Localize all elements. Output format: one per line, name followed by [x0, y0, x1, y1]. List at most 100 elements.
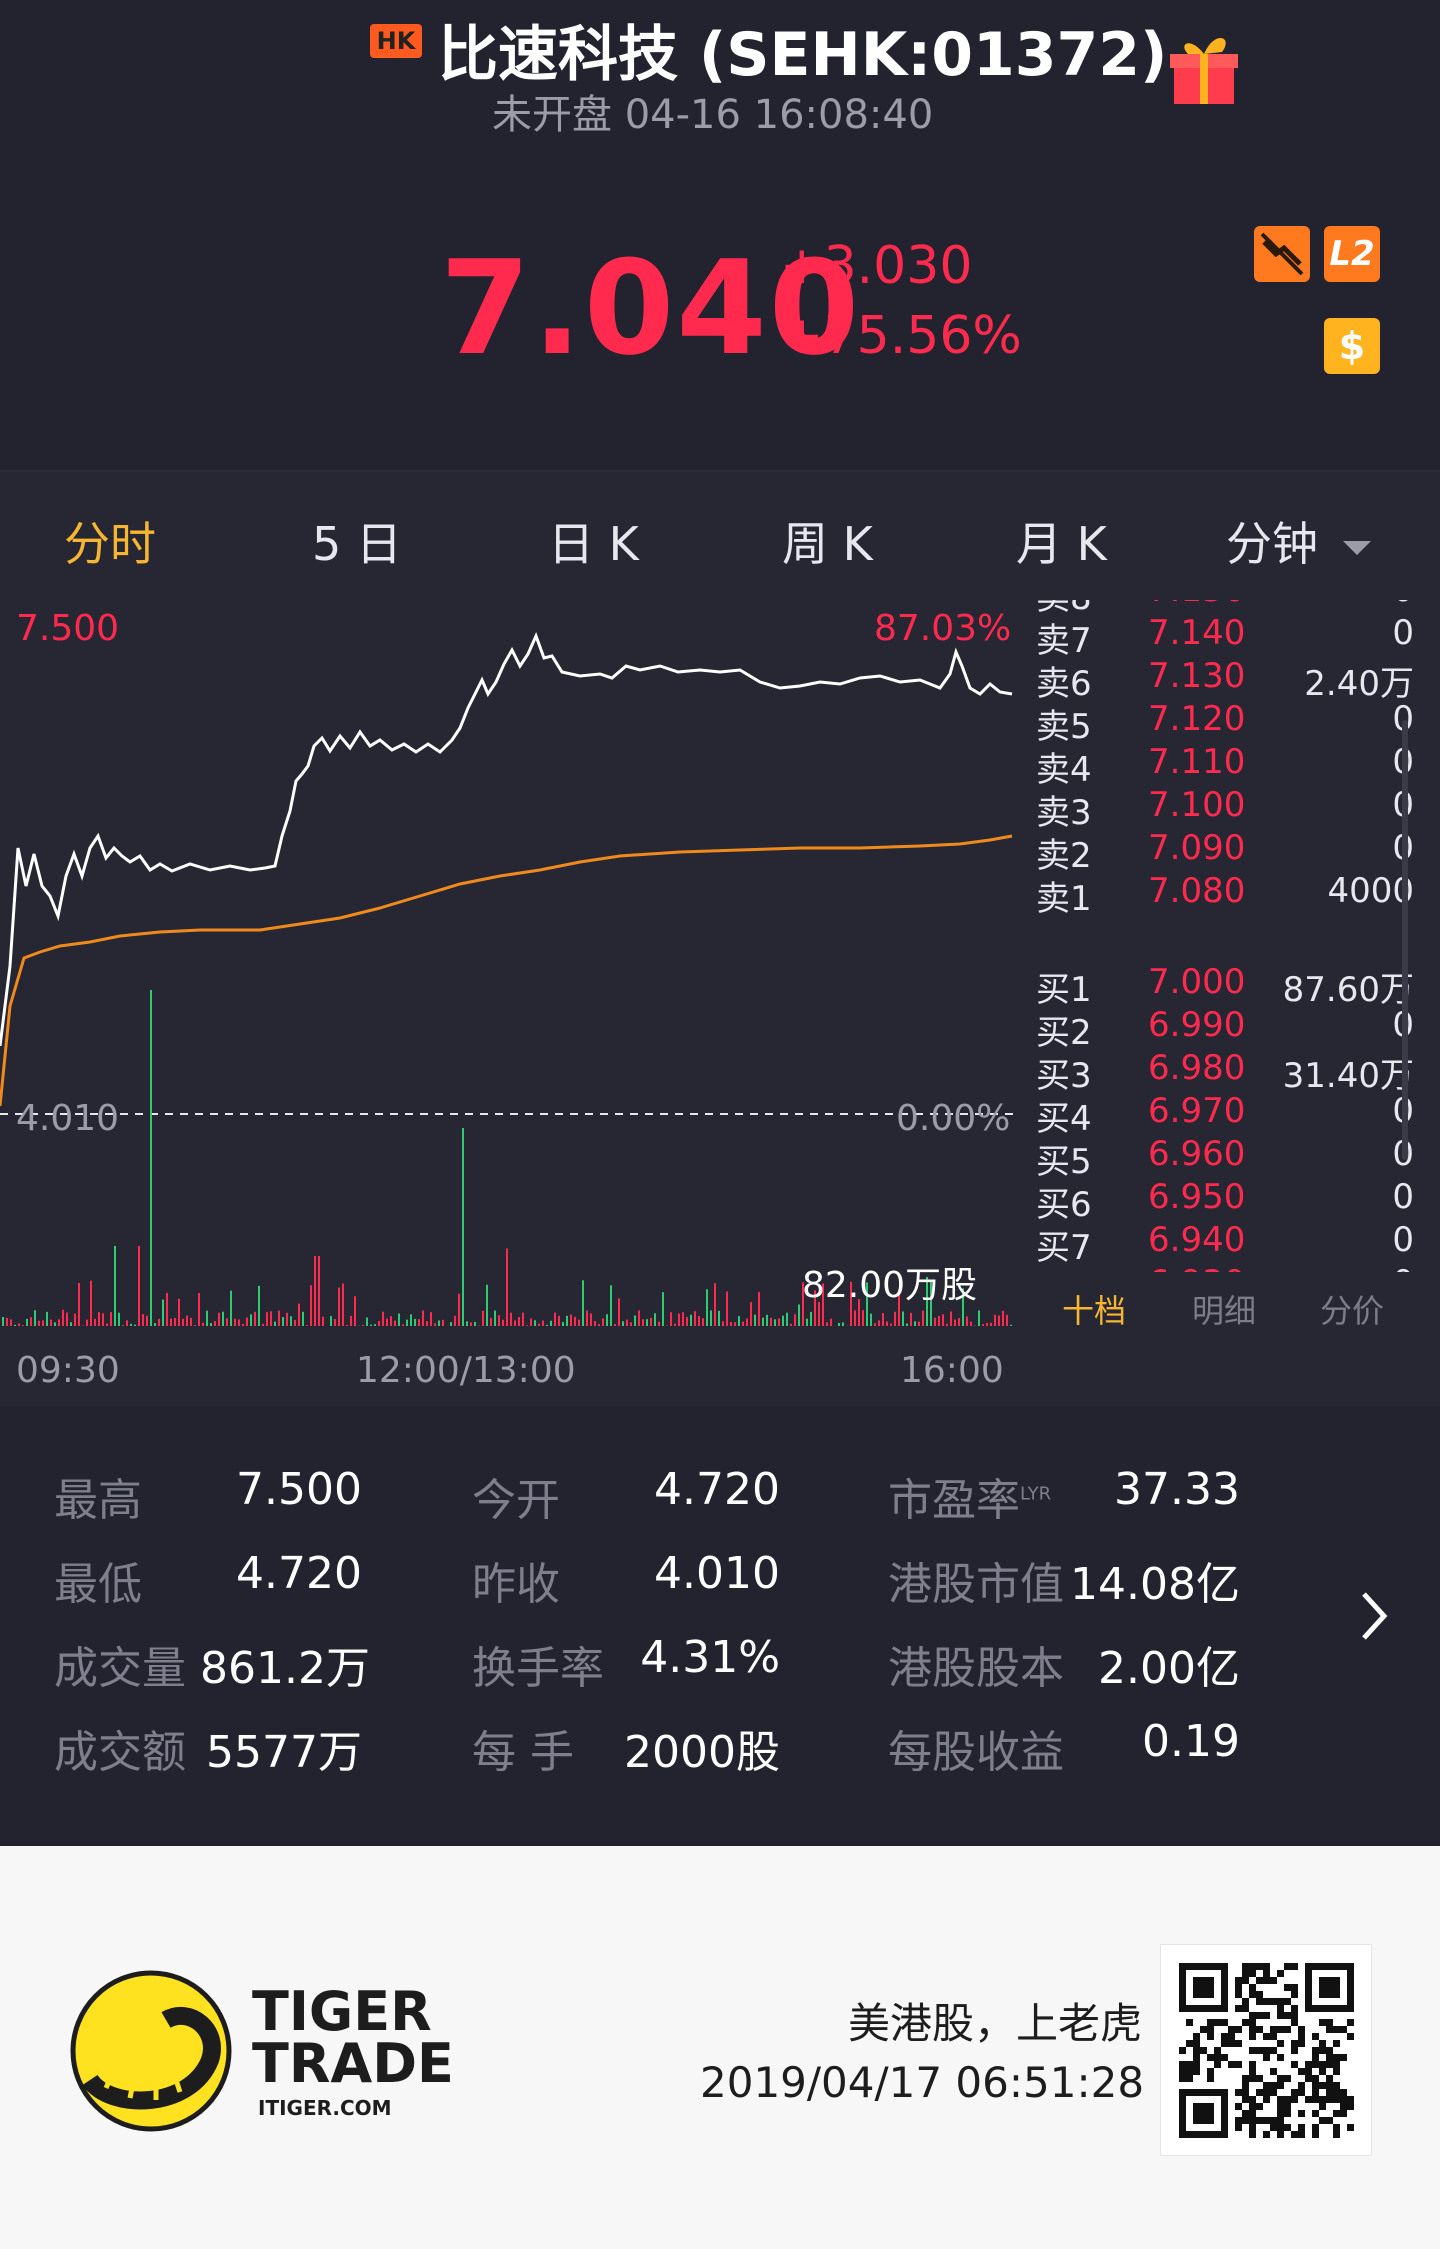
- dollar-icon[interactable]: $: [1324, 318, 1380, 374]
- order-book-row: 买1 7.000 87.60万: [1030, 962, 1420, 1010]
- volume-bar: [366, 1317, 368, 1326]
- volume-bar: [690, 1314, 692, 1326]
- order-book-price: 7.120: [1148, 699, 1246, 739]
- tab-price-distribution[interactable]: 分价: [1320, 1292, 1385, 1330]
- volume-bar: [462, 1128, 464, 1326]
- volume-bar: [714, 1283, 716, 1326]
- volume-bar: [570, 1314, 572, 1326]
- volume-bar: [198, 1293, 200, 1326]
- volume-bar: [158, 1318, 160, 1326]
- order-book-row: 卖37.1000: [1030, 785, 1420, 833]
- volume-bar: [862, 1310, 864, 1326]
- volume-bar: [822, 1283, 824, 1326]
- stat-value-volume: 861.2万: [200, 1643, 370, 1694]
- order-book-level: 卖1: [1036, 879, 1092, 919]
- volume-bar: [122, 1325, 124, 1326]
- tab-details[interactable]: 明细: [1192, 1292, 1257, 1330]
- volume-bar: [114, 1246, 116, 1326]
- volume-bar: [414, 1318, 416, 1326]
- tab-timeshare[interactable]: 分时: [64, 517, 156, 571]
- volume-bar: [394, 1320, 396, 1326]
- volume-bar: [10, 1319, 12, 1326]
- order-book-level: 买5: [1036, 1142, 1092, 1182]
- volume-bar: [202, 1322, 204, 1326]
- volume-bar: [850, 1281, 852, 1326]
- volume-bar: [134, 1324, 136, 1326]
- volume-bar: [382, 1311, 384, 1326]
- period-tabs: 分时 5 日 日 K 周 K 月 K 分钟: [0, 470, 1440, 602]
- volume-bar: [422, 1310, 424, 1326]
- volume-bar: [798, 1304, 800, 1326]
- order-book-price: 7.080: [1148, 871, 1246, 911]
- no-realtime-icon[interactable]: [1254, 226, 1310, 282]
- volume-bar: [922, 1310, 924, 1326]
- volume-bar: [838, 1322, 840, 1326]
- volume-bar: [818, 1302, 820, 1326]
- order-book-volume: 0: [1392, 613, 1414, 653]
- volume-bar: [442, 1319, 444, 1326]
- volume-bar: [258, 1285, 260, 1326]
- tab-monthly-k[interactable]: 月 K: [1016, 517, 1107, 571]
- volume-bar: [178, 1298, 180, 1326]
- volume-bar: [94, 1318, 96, 1326]
- order-book-price: 6.970: [1148, 1091, 1246, 1131]
- order-book-level: 卖5: [1036, 707, 1092, 747]
- order-book-level: 买7: [1036, 1228, 1092, 1268]
- volume-bar: [1010, 1324, 1012, 1326]
- tab-ten-levels[interactable]: 十档: [1062, 1292, 1127, 1330]
- tab-weekly-k[interactable]: 周 K: [782, 517, 873, 571]
- stat-label-turnover-rate: 换手率: [472, 1643, 604, 1694]
- order-book-level: 买8: [1036, 1263, 1092, 1272]
- volume-bar: [542, 1320, 544, 1326]
- tab-minute[interactable]: 分钟: [1226, 508, 1371, 574]
- tab-5day[interactable]: 5 日: [312, 517, 402, 571]
- stat-value-prev-close: 4.010: [654, 1548, 780, 1599]
- volume-bar: [734, 1322, 736, 1326]
- chevron-right-icon[interactable]: [1356, 1588, 1392, 1648]
- volume-bar: [410, 1314, 412, 1326]
- order-book-level: 卖8: [1036, 600, 1092, 619]
- order-book-scrollbar[interactable]: [1402, 720, 1408, 1160]
- volume-bar: [582, 1280, 584, 1326]
- volume-bar: [510, 1312, 512, 1326]
- order-book-row: 卖1 7.080 4000: [1030, 871, 1420, 919]
- tab-daily-k[interactable]: 日 K: [548, 517, 639, 571]
- order-book-level: 买3: [1036, 1056, 1092, 1096]
- volume-bar: [534, 1320, 536, 1326]
- order-book-price: 7.140: [1148, 613, 1246, 653]
- order-book-volume: 0: [1392, 1220, 1414, 1260]
- volume-bar: [22, 1325, 24, 1326]
- volume-bar: [450, 1322, 452, 1326]
- order-book-level: 买1: [1036, 970, 1092, 1010]
- volume-bar: [150, 990, 152, 1326]
- volume-bar: [750, 1302, 752, 1326]
- chart-high-label: 7.500: [16, 608, 120, 649]
- last-price: 7.040: [440, 232, 862, 384]
- volume-bar: [226, 1318, 228, 1326]
- quote-stats[interactable]: 最高 7.500 最低 4.720 成交量 861.2万 成交额 5577万 今…: [0, 1420, 1440, 1846]
- brand-url: ITIGER.COM: [258, 2096, 392, 2120]
- volume-bar: [590, 1313, 592, 1326]
- volume-bar: [722, 1321, 724, 1326]
- chart-area: [0, 586, 1440, 1406]
- volume-bar: [86, 1319, 88, 1326]
- l2-icon[interactable]: L2: [1324, 226, 1380, 282]
- intraday-chart[interactable]: [0, 586, 1020, 1346]
- volume-bar: [602, 1318, 604, 1326]
- volume-bar: [698, 1316, 700, 1326]
- stat-value-high: 7.500: [236, 1464, 362, 1515]
- volume-bar: [234, 1318, 236, 1326]
- volume-bar: [70, 1322, 72, 1326]
- order-book-volume: 0: [1392, 1263, 1414, 1272]
- volume-bar: [966, 1316, 968, 1326]
- tiger-logo-icon: [70, 1970, 232, 2136]
- volume-bar: [230, 1290, 232, 1326]
- l2-label: L2: [1329, 234, 1375, 274]
- volume-bar: [646, 1319, 648, 1326]
- volume-bar: [874, 1323, 876, 1326]
- gift-icon[interactable]: [1170, 26, 1240, 110]
- stat-label-turnover: 成交额: [54, 1727, 186, 1778]
- volume-bar: [418, 1319, 420, 1326]
- volume-bar: [334, 1319, 336, 1326]
